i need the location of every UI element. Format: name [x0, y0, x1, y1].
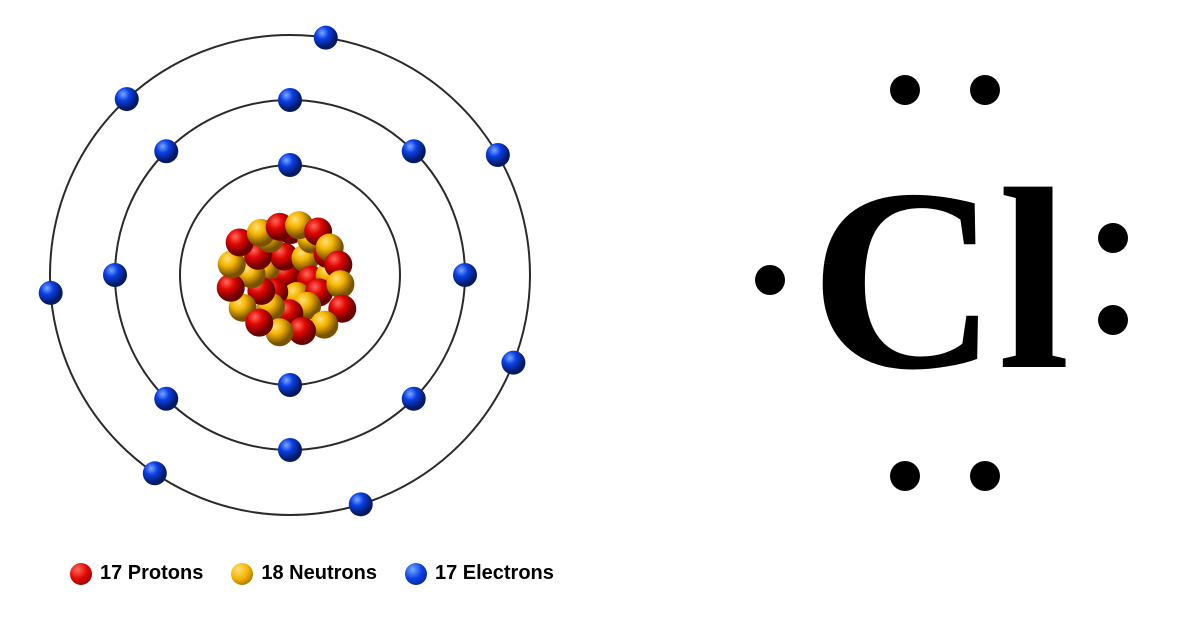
legend-swatch-icon [231, 563, 253, 585]
nucleus [217, 211, 357, 346]
electron [453, 263, 477, 287]
legend-item: 18 Neutrons [231, 562, 377, 585]
shell-tick [391, 305, 396, 320]
electron [278, 153, 302, 177]
electron [278, 373, 302, 397]
electron [501, 351, 525, 375]
proton [245, 309, 273, 337]
valence-electron-dot [890, 75, 920, 105]
shell-tick [410, 67, 424, 75]
legend-item: 17 Protons [70, 562, 203, 585]
legend-label: 17 Electrons [435, 562, 554, 585]
electron [103, 263, 127, 287]
electron [402, 387, 426, 411]
valence-electron-dot [1098, 305, 1128, 335]
electron [278, 88, 302, 112]
element-symbol: Cl [810, 150, 1070, 410]
electron [115, 87, 139, 111]
valence-electron-dot [755, 265, 785, 295]
diagram-stage: Cl 17 Protons 18 Neutrons 17 Electrons [0, 0, 1200, 626]
valence-electron-dot [890, 461, 920, 491]
legend-swatch-icon [405, 563, 427, 585]
valence-electron-dot [970, 75, 1000, 105]
neutron [326, 270, 354, 298]
electron [154, 387, 178, 411]
electron [143, 461, 167, 485]
electron [402, 139, 426, 163]
electron [486, 143, 510, 167]
shell-tick [342, 177, 356, 185]
shell-tick [452, 327, 457, 342]
legend: 17 Protons 18 Neutrons 17 Electrons [70, 562, 554, 585]
electron [154, 139, 178, 163]
legend-label: 18 Neutrons [261, 562, 377, 585]
valence-electron-dot [1098, 223, 1128, 253]
electron [314, 26, 338, 50]
electron [39, 281, 63, 305]
valence-electron-dot [970, 461, 1000, 491]
electron [278, 438, 302, 462]
shell-tick [376, 122, 390, 130]
legend-label: 17 Protons [100, 562, 203, 585]
electron [349, 492, 373, 516]
legend-swatch-icon [70, 563, 92, 585]
legend-item: 17 Electrons [405, 562, 554, 585]
